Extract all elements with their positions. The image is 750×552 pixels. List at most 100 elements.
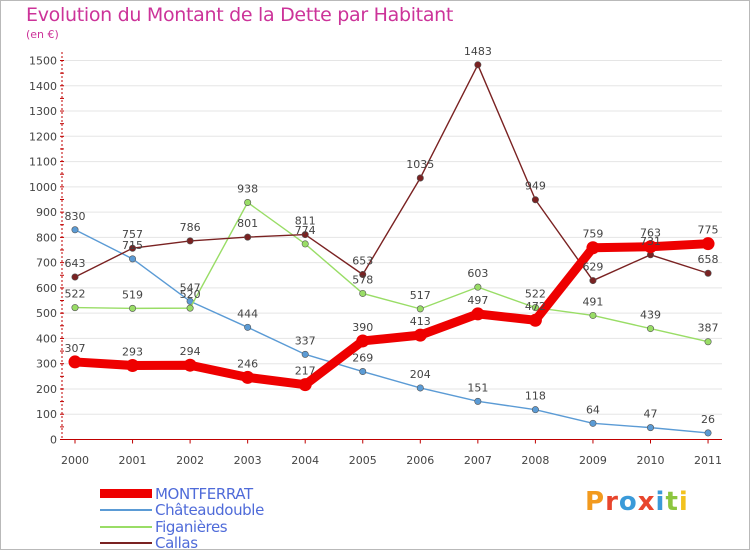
data-label: 603 <box>467 267 488 280</box>
data-label: 731 <box>640 235 661 248</box>
data-label: 547 <box>180 281 201 294</box>
data-point <box>244 233 252 241</box>
chart-title: Evolution du Montant de la Dette par Hab… <box>26 4 454 26</box>
y-tick-label: 200 <box>36 383 57 396</box>
y-tick-label: 1500 <box>29 55 57 68</box>
data-label: 269 <box>352 352 373 365</box>
data-point <box>71 226 79 234</box>
data-label: 774 <box>295 224 316 237</box>
legend-swatch <box>100 489 152 498</box>
y-tick-label: 1200 <box>29 130 57 143</box>
series-line-callas <box>74 64 709 282</box>
data-label: 578 <box>352 273 373 286</box>
data-point <box>531 304 539 312</box>
x-tick-label: 2000 <box>61 454 89 467</box>
data-label: 949 <box>525 180 546 193</box>
data-point <box>474 397 482 405</box>
data-label: 337 <box>295 334 316 347</box>
legend-item: Figanières <box>100 517 228 536</box>
data-point <box>589 311 597 319</box>
data-label: 26 <box>701 413 715 426</box>
legend-swatch <box>100 542 152 544</box>
legend-item: Callas <box>100 534 198 552</box>
data-label: 390 <box>352 321 373 334</box>
series-line-figanières <box>74 201 709 343</box>
data-point <box>586 241 600 255</box>
data-point <box>704 269 712 277</box>
data-point <box>701 237 715 251</box>
data-label: 786 <box>180 221 201 234</box>
data-point <box>646 424 654 432</box>
data-label: 444 <box>237 307 258 320</box>
y-tick-label: 500 <box>36 307 57 320</box>
data-point <box>416 174 424 182</box>
data-label: 1035 <box>406 158 434 171</box>
data-point <box>416 305 424 313</box>
data-point <box>129 244 137 252</box>
data-point <box>71 304 79 312</box>
x-tick-label: 2010 <box>637 454 665 467</box>
data-point <box>301 350 309 358</box>
data-point <box>244 198 252 206</box>
data-point <box>301 231 309 239</box>
data-label: 830 <box>65 210 86 223</box>
data-label: 47 <box>644 408 658 421</box>
x-tick-label: 2001 <box>119 454 147 467</box>
data-point <box>589 277 597 285</box>
data-label: 151 <box>467 381 488 394</box>
data-label: 522 <box>525 288 546 301</box>
x-tick-label: 2005 <box>349 454 377 467</box>
data-point <box>359 368 367 376</box>
y-tick-label: 1300 <box>29 105 57 118</box>
data-label: 118 <box>525 390 546 403</box>
legend-item: MONTFERRAT <box>100 484 253 503</box>
data-label: 64 <box>586 403 600 416</box>
data-label: 522 <box>65 288 86 301</box>
data-point <box>531 196 539 204</box>
data-label: 217 <box>295 365 316 378</box>
x-tick-label: 2002 <box>176 454 204 467</box>
data-label: 643 <box>65 257 86 270</box>
data-point <box>129 255 137 263</box>
proxiti-logo: Proxiti <box>585 487 689 517</box>
series-line-châteaudouble <box>74 229 709 434</box>
y-tick-label: 1000 <box>29 181 57 194</box>
legend-label: MONTFERRAT <box>155 484 253 503</box>
x-tick-label: 2007 <box>464 454 492 467</box>
y-tick-label: 300 <box>36 358 57 371</box>
data-point <box>531 406 539 414</box>
data-point <box>71 273 79 281</box>
data-label: 715 <box>122 239 143 252</box>
data-point <box>186 237 194 245</box>
y-tick-label: 800 <box>36 231 57 244</box>
data-point <box>644 240 657 254</box>
data-label: 653 <box>352 255 373 268</box>
data-label: 938 <box>237 182 258 195</box>
data-point <box>301 240 309 248</box>
legend-label: Figanières <box>155 517 228 536</box>
legend-item: Châteaudouble <box>100 501 264 519</box>
data-label: 246 <box>237 357 258 370</box>
x-tick-label: 2004 <box>291 454 319 467</box>
data-point <box>129 304 137 312</box>
legend-label: Châteaudouble <box>155 501 264 519</box>
data-point <box>359 271 367 279</box>
y-tick-label: 0 <box>50 434 57 447</box>
legend-swatch <box>100 509 152 511</box>
legend-label: Callas <box>155 534 198 552</box>
data-point <box>474 283 482 291</box>
data-label: 757 <box>122 228 143 241</box>
series-line-montferrat <box>70 239 713 390</box>
data-point <box>183 358 197 372</box>
data-label: 1483 <box>464 45 492 58</box>
data-point <box>646 325 654 333</box>
data-point <box>126 358 140 372</box>
data-point <box>528 313 542 327</box>
unit-label: (en €) <box>26 28 59 41</box>
data-label: 775 <box>698 224 719 237</box>
data-point <box>704 429 712 437</box>
y-tick-label: 600 <box>36 282 57 295</box>
data-label: 307 <box>65 342 86 355</box>
data-label: 629 <box>582 261 603 274</box>
